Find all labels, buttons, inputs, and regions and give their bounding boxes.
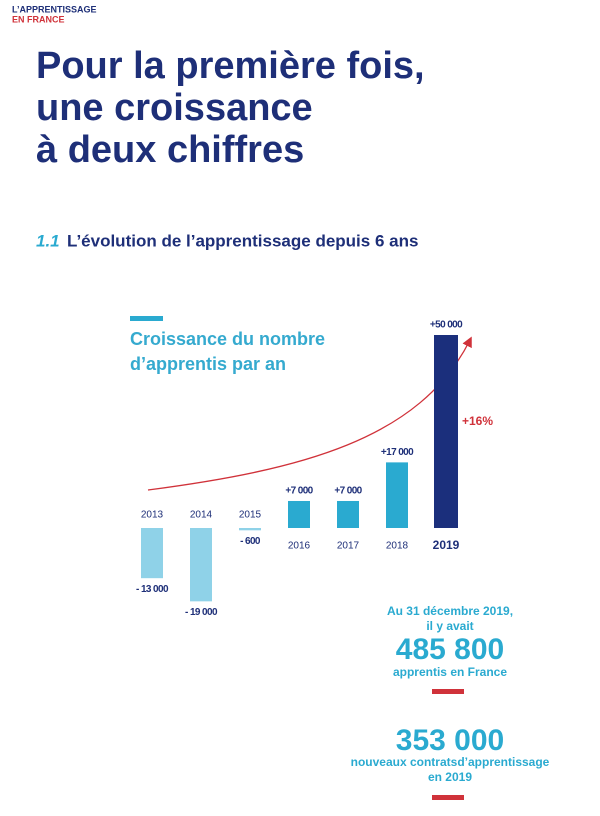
header: L’APPRENTISSAGE xyxy=(12,4,97,14)
value-label: - 600 xyxy=(240,536,261,547)
x-tick-label: 2015 xyxy=(239,510,262,521)
x-tick-label: 2018 xyxy=(386,541,409,552)
bar xyxy=(190,528,212,602)
bar xyxy=(434,335,458,528)
page-title: Pour la première fois, xyxy=(36,45,425,87)
annotation: +16% xyxy=(462,414,493,428)
stat-number: 353 000 xyxy=(396,724,504,757)
value-label: +7 000 xyxy=(334,486,362,497)
value-label: - 13 000 xyxy=(136,584,169,595)
bar xyxy=(288,500,310,528)
x-tick-label: 2016 xyxy=(288,541,311,552)
stat-label: nouveaux contratsd’apprentissage xyxy=(351,755,550,769)
section-title: L’évolution de l’apprentissage depuis 6 … xyxy=(67,231,418,250)
x-tick-label: 2014 xyxy=(190,510,213,521)
x-tick-label: 2019 xyxy=(433,538,460,552)
stat-label: apprentis en France xyxy=(393,665,507,679)
value-label: +50 000 xyxy=(430,320,463,331)
accent xyxy=(432,795,464,800)
x-tick-label: 2017 xyxy=(337,541,360,552)
value-label: +17 000 xyxy=(381,447,414,458)
section-number: 1.1 xyxy=(36,231,60,250)
page-title: une croissance xyxy=(36,87,313,129)
stat-intro: il y avait xyxy=(426,619,473,633)
value-label: +7 000 xyxy=(285,486,313,497)
x-tick-label: 2013 xyxy=(141,510,164,521)
chart: - 13 000 2013 - 19 000 2014 - 600 2015 +7 000 2… xyxy=(136,320,464,618)
page-title: à deux chiffres xyxy=(36,129,304,171)
stat-number: 485 800 xyxy=(396,633,504,666)
stat-label: en 2019 xyxy=(428,770,472,784)
stat-intro: Au 31 décembre 2019, xyxy=(387,604,513,618)
bar xyxy=(239,528,261,531)
chart-title: Croissance du nombre xyxy=(130,329,325,349)
header: EN FRANCE xyxy=(12,14,65,24)
value-label: - 19 000 xyxy=(185,607,218,618)
bar xyxy=(386,462,408,528)
accent xyxy=(432,689,464,694)
bar xyxy=(337,500,359,528)
bar xyxy=(141,528,163,579)
accent xyxy=(130,316,163,321)
chart-title: d’apprentis par an xyxy=(130,354,286,374)
